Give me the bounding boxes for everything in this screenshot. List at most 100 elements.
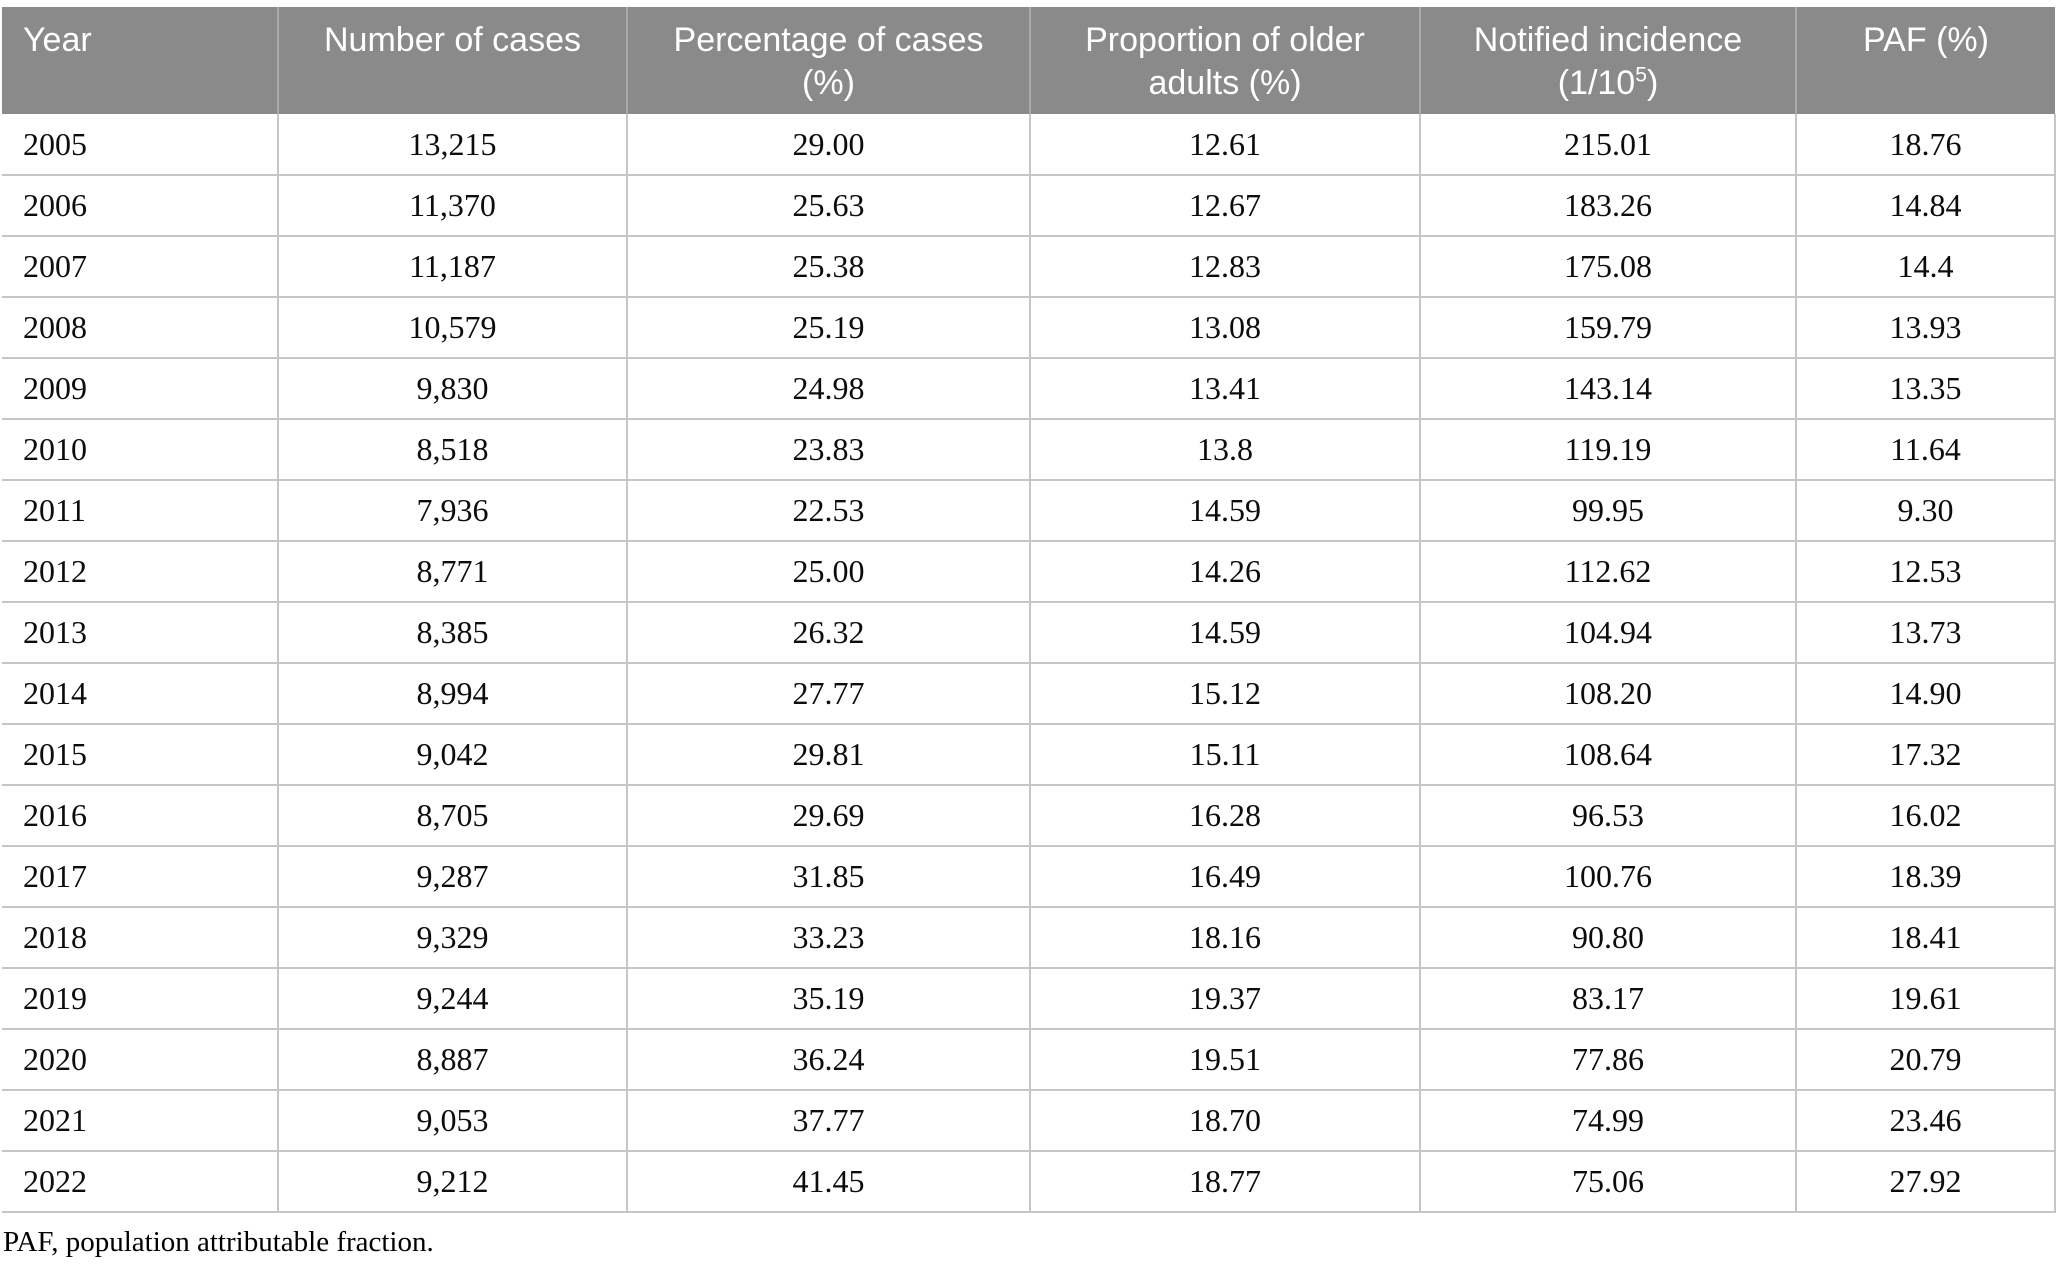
- cell-paf: 18.39: [1795, 846, 2056, 908]
- cell-paf: 14.90: [1795, 663, 2056, 725]
- cell-paf: 20.79: [1795, 1029, 2056, 1091]
- cell-percentage-of-cases: 25.00: [626, 541, 1030, 603]
- cell-notified-incidence: 183.26: [1419, 175, 1796, 237]
- cell-proportion-older-adults: 18.77: [1029, 1151, 1420, 1213]
- table-row: 2018 9,329 33.23 18.16 90.80 18.41: [2, 907, 2056, 969]
- cell-paf: 23.46: [1795, 1090, 2056, 1152]
- cell-number-of-cases: 9,244: [277, 968, 627, 1030]
- table-row: 2010 8,518 23.83 13.8 119.19 11.64: [2, 419, 2056, 481]
- cell-year: 2005: [2, 114, 278, 176]
- table-row: 2009 9,830 24.98 13.41 143.14 13.35: [2, 358, 2056, 420]
- cell-proportion-older-adults: 13.08: [1029, 297, 1420, 359]
- cell-year: 2020: [2, 1029, 278, 1091]
- cell-number-of-cases: 8,771: [277, 541, 627, 603]
- table-row: 2006 11,370 25.63 12.67 183.26 14.84: [2, 175, 2056, 237]
- cell-year: 2015: [2, 724, 278, 786]
- table-row: 2012 8,771 25.00 14.26 112.62 12.53: [2, 541, 2056, 603]
- cell-number-of-cases: 10,579: [277, 297, 627, 359]
- cell-year: 2014: [2, 663, 278, 725]
- cell-year: 2016: [2, 785, 278, 847]
- cell-paf: 18.76: [1795, 114, 2056, 176]
- cell-percentage-of-cases: 27.77: [626, 663, 1030, 725]
- cell-notified-incidence: 119.19: [1419, 419, 1796, 481]
- cell-notified-incidence: 143.14: [1419, 358, 1796, 420]
- table-row: 2007 11,187 25.38 12.83 175.08 14.4: [2, 236, 2056, 298]
- cell-paf: 19.61: [1795, 968, 2056, 1030]
- cell-notified-incidence: 108.20: [1419, 663, 1796, 725]
- table-row: 2017 9,287 31.85 16.49 100.76 18.39: [2, 846, 2056, 908]
- table-row: 2022 9,212 41.45 18.77 75.06 27.92: [2, 1151, 2056, 1213]
- cell-paf: 12.53: [1795, 541, 2056, 603]
- superscript-exponent: 5: [1635, 63, 1647, 87]
- table-footnote: PAF, population attributable fraction.: [3, 1226, 434, 1258]
- cell-year: 2013: [2, 602, 278, 664]
- cell-percentage-of-cases: 36.24: [626, 1029, 1030, 1091]
- table-header: Year Number of cases Percentage of cases…: [2, 7, 2055, 114]
- cell-notified-incidence: 90.80: [1419, 907, 1796, 969]
- cell-year: 2017: [2, 846, 278, 908]
- cell-paf: 27.92: [1795, 1151, 2056, 1213]
- cell-proportion-older-adults: 19.37: [1029, 968, 1420, 1030]
- cell-proportion-older-adults: 16.49: [1029, 846, 1420, 908]
- cell-percentage-of-cases: 25.19: [626, 297, 1030, 359]
- cell-year: 2007: [2, 236, 278, 298]
- cell-notified-incidence: 108.64: [1419, 724, 1796, 786]
- cell-percentage-of-cases: 25.63: [626, 175, 1030, 237]
- cell-paf: 9.30: [1795, 480, 2056, 542]
- cell-paf: 11.64: [1795, 419, 2056, 481]
- cell-number-of-cases: 8,518: [277, 419, 627, 481]
- cell-notified-incidence: 112.62: [1419, 541, 1796, 603]
- cell-percentage-of-cases: 29.00: [626, 114, 1030, 176]
- cell-percentage-of-cases: 31.85: [626, 846, 1030, 908]
- cell-percentage-of-cases: 22.53: [626, 480, 1030, 542]
- cell-number-of-cases: 9,830: [277, 358, 627, 420]
- cell-notified-incidence: 96.53: [1419, 785, 1796, 847]
- cell-proportion-older-adults: 18.70: [1029, 1090, 1420, 1152]
- cell-percentage-of-cases: 37.77: [626, 1090, 1030, 1152]
- col-header-year: Year: [2, 7, 278, 114]
- cell-proportion-older-adults: 12.61: [1029, 114, 1420, 176]
- cell-proportion-older-adults: 14.59: [1029, 602, 1420, 664]
- cell-proportion-older-adults: 16.28: [1029, 785, 1420, 847]
- cell-proportion-older-adults: 12.83: [1029, 236, 1420, 298]
- table-row: 2015 9,042 29.81 15.11 108.64 17.32: [2, 724, 2056, 786]
- table-row: 2021 9,053 37.77 18.70 74.99 23.46: [2, 1090, 2056, 1152]
- cell-paf: 13.93: [1795, 297, 2056, 359]
- cell-number-of-cases: 8,994: [277, 663, 627, 725]
- table-row: 2005 13,215 29.00 12.61 215.01 18.76: [2, 114, 2056, 176]
- cell-paf: 13.35: [1795, 358, 2056, 420]
- cell-percentage-of-cases: 35.19: [626, 968, 1030, 1030]
- cell-year: 2022: [2, 1151, 278, 1213]
- cell-notified-incidence: 159.79: [1419, 297, 1796, 359]
- table-row: 2013 8,385 26.32 14.59 104.94 13.73: [2, 602, 2056, 664]
- table-body: 2005 13,215 29.00 12.61 215.01 18.76 2006 11,37…: [2, 114, 2056, 1213]
- cell-number-of-cases: 9,212: [277, 1151, 627, 1213]
- cell-notified-incidence: 100.76: [1419, 846, 1796, 908]
- cell-number-of-cases: 11,187: [277, 236, 627, 298]
- cell-paf: 16.02: [1795, 785, 2056, 847]
- cell-proportion-older-adults: 18.16: [1029, 907, 1420, 969]
- cell-notified-incidence: 75.06: [1419, 1151, 1796, 1213]
- cell-paf: 13.73: [1795, 602, 2056, 664]
- cell-paf: 18.41: [1795, 907, 2056, 969]
- cell-year: 2006: [2, 175, 278, 237]
- cell-percentage-of-cases: 23.83: [626, 419, 1030, 481]
- cell-year: 2011: [2, 480, 278, 542]
- cell-percentage-of-cases: 25.38: [626, 236, 1030, 298]
- col-header-proportion-older-adults: Proportion of older adults (%): [1029, 7, 1420, 114]
- table-row: 2011 7,936 22.53 14.59 99.95 9.30: [2, 480, 2056, 542]
- cell-number-of-cases: 7,936: [277, 480, 627, 542]
- cell-number-of-cases: 8,887: [277, 1029, 627, 1091]
- cell-notified-incidence: 104.94: [1419, 602, 1796, 664]
- cell-proportion-older-adults: 14.26: [1029, 541, 1420, 603]
- cell-year: 2021: [2, 1090, 278, 1152]
- cell-notified-incidence: 77.86: [1419, 1029, 1796, 1091]
- table-row: 2016 8,705 29.69 16.28 96.53 16.02: [2, 785, 2056, 847]
- cell-year: 2018: [2, 907, 278, 969]
- table-row: 2014 8,994 27.77 15.12 108.20 14.90: [2, 663, 2056, 725]
- header-row: Year Number of cases Percentage of cases…: [2, 7, 2055, 114]
- cell-percentage-of-cases: 24.98: [626, 358, 1030, 420]
- cell-year: 2010: [2, 419, 278, 481]
- cell-number-of-cases: 9,042: [277, 724, 627, 786]
- cell-number-of-cases: 9,053: [277, 1090, 627, 1152]
